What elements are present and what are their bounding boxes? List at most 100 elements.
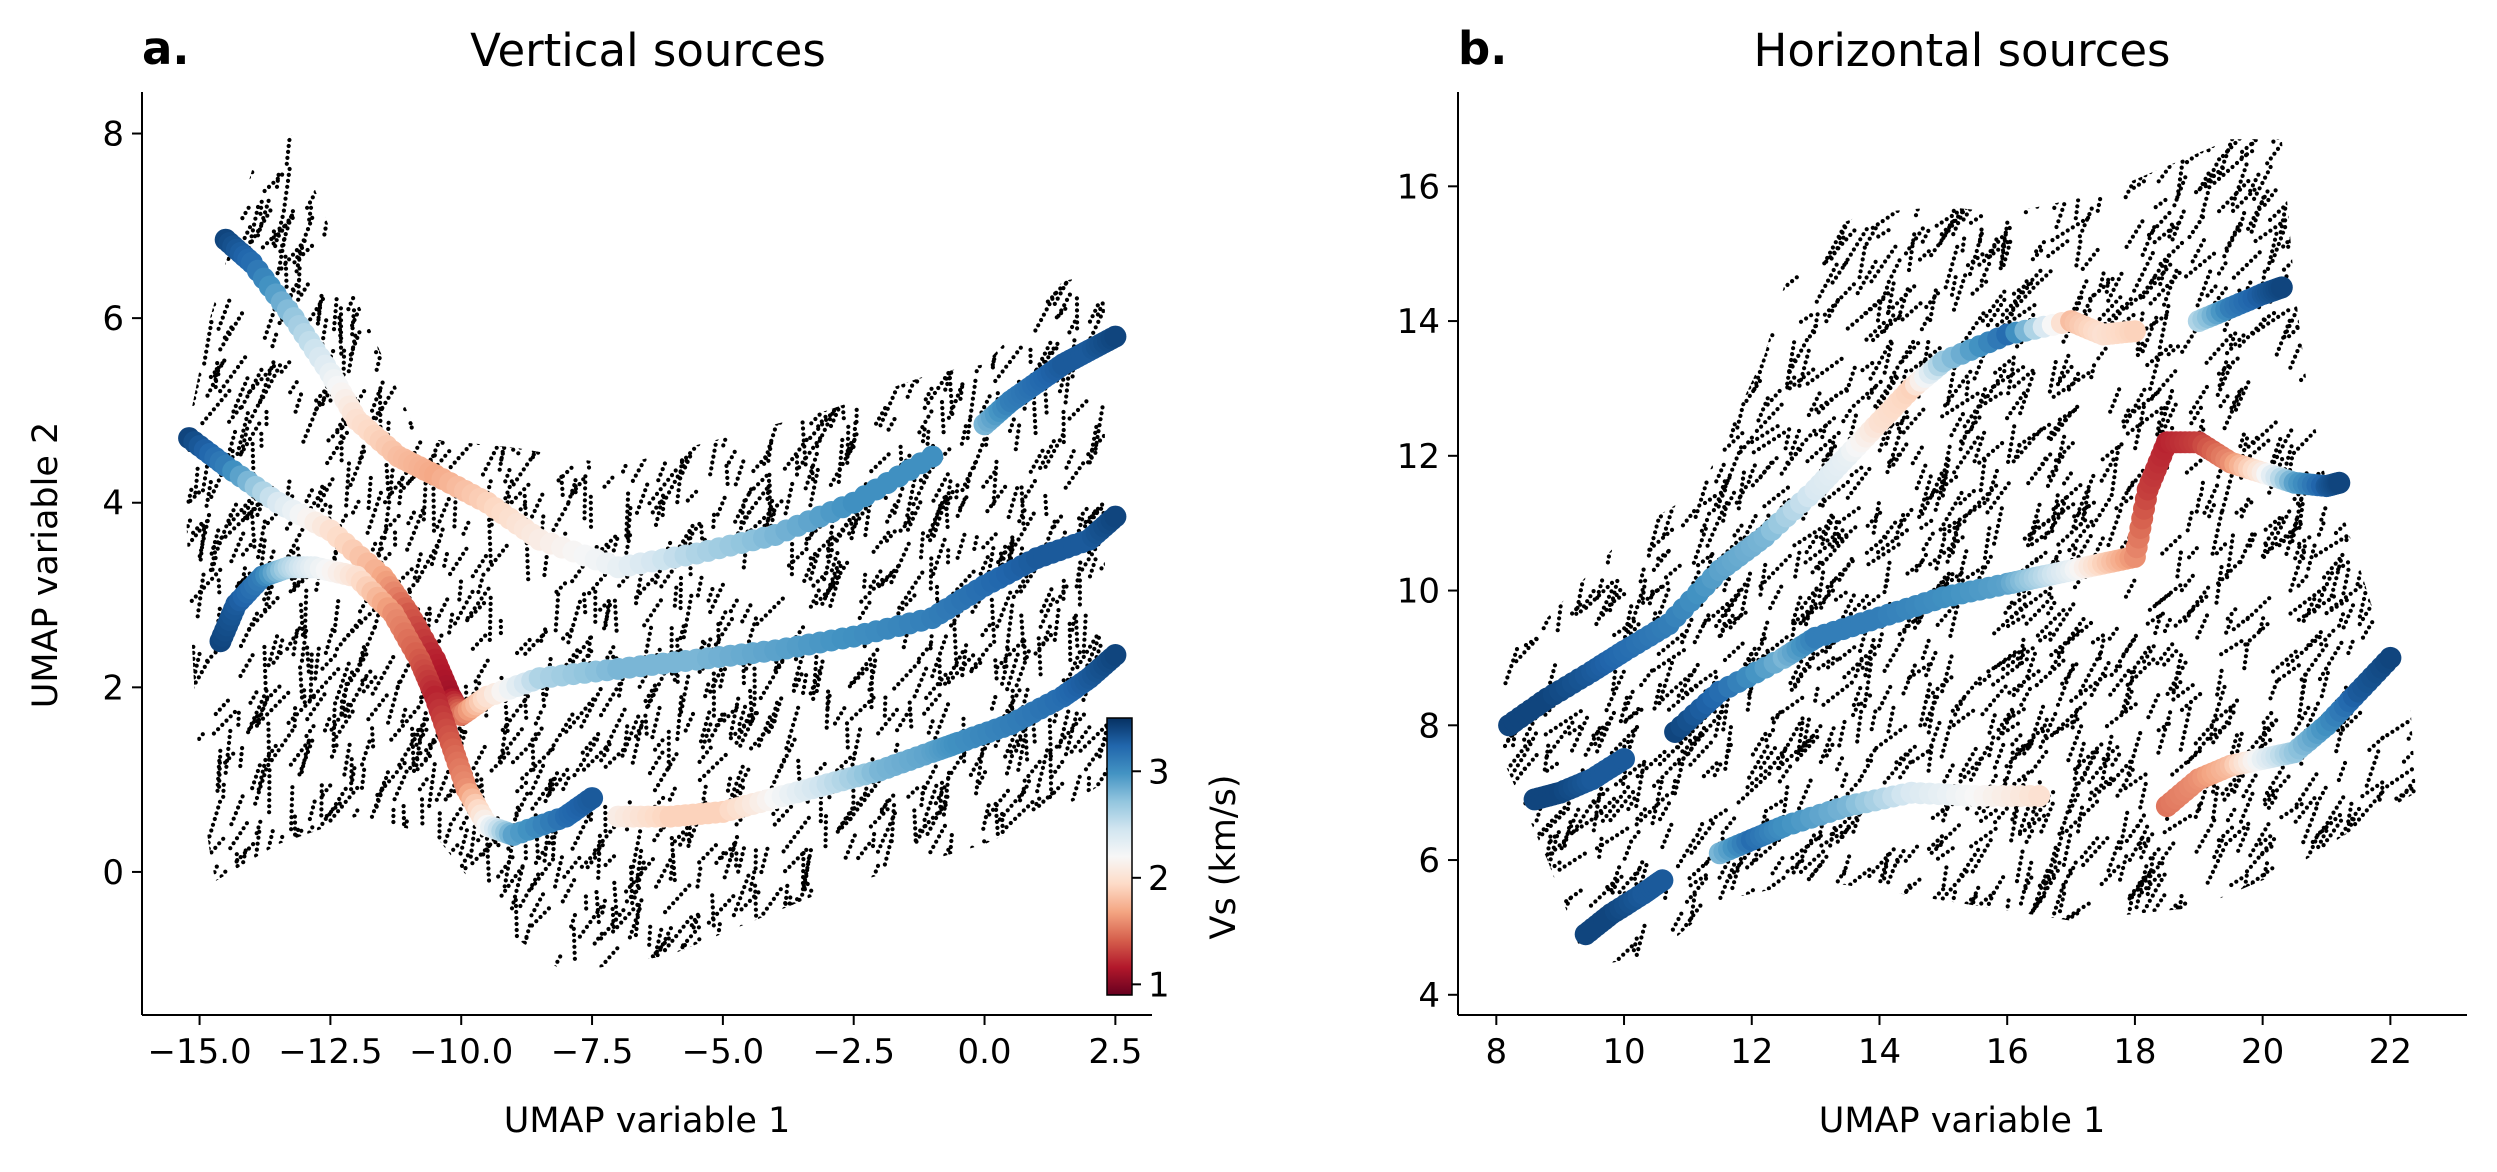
- background-point: [850, 958, 855, 964]
- background-point: [292, 851, 297, 856]
- background-point: [687, 133, 692, 135]
- background-point: [805, 190, 810, 195]
- background-point: [855, 270, 860, 275]
- background-point: [1088, 203, 1094, 208]
- background-point: [1078, 659, 1083, 665]
- background-point: [264, 415, 269, 421]
- background-point: [452, 427, 457, 432]
- background-point: [933, 697, 938, 702]
- background-point: [570, 271, 575, 276]
- background-point: [985, 882, 990, 887]
- background-point: [827, 417, 833, 422]
- background-point: [554, 427, 559, 432]
- background-point: [698, 135, 703, 140]
- background-point: [749, 182, 754, 187]
- background-point: [968, 886, 973, 891]
- background-point: [1089, 552, 1094, 557]
- background-point: [1045, 914, 1050, 919]
- background-point: [771, 811, 776, 817]
- background-point: [758, 140, 764, 146]
- background-point: [726, 341, 731, 347]
- background-point: [1046, 886, 1051, 891]
- background-point: [968, 292, 973, 297]
- background-point: [346, 748, 351, 753]
- background-point: [577, 934, 583, 939]
- background-point: [1002, 933, 1007, 938]
- background-point: [967, 304, 972, 309]
- background-point: [954, 871, 959, 876]
- background-point: [268, 318, 273, 323]
- background-point: [453, 874, 459, 879]
- background-point: [830, 524, 835, 529]
- background-point: [1048, 602, 1053, 608]
- background-point: [280, 834, 285, 840]
- background-point: [454, 950, 459, 955]
- background-point: [544, 161, 550, 166]
- background-point: [1094, 910, 1099, 915]
- background-point: [670, 241, 675, 246]
- background-point: [770, 141, 775, 146]
- background-point: [266, 745, 271, 750]
- background-point: [199, 670, 204, 675]
- background-point: [1071, 825, 1076, 830]
- background-point: [786, 124, 790, 128]
- background-point: [971, 653, 976, 658]
- background-point: [759, 617, 764, 622]
- background-point: [818, 230, 823, 235]
- background-point: [227, 734, 232, 740]
- background-point: [293, 845, 298, 851]
- background-point: [455, 812, 460, 817]
- background-point: [228, 714, 233, 719]
- background-point: [492, 133, 497, 137]
- background-point: [820, 433, 825, 438]
- background-point: [685, 938, 690, 944]
- background-point: [809, 338, 814, 344]
- background-point: [1072, 319, 1077, 324]
- background-point: [900, 486, 905, 491]
- background-point: [561, 786, 566, 792]
- background-point: [591, 337, 596, 342]
- background-point: [721, 443, 726, 448]
- background-point: [608, 190, 613, 195]
- background-point: [699, 185, 704, 190]
- background-point: [710, 905, 715, 910]
- background-point: [295, 546, 300, 551]
- background-point: [634, 437, 639, 442]
- background-point: [554, 878, 559, 883]
- background-point: [410, 744, 415, 750]
- background-point: [234, 912, 239, 917]
- background-point: [706, 643, 711, 648]
- background-point: [659, 874, 664, 879]
- background-point: [958, 362, 963, 367]
- background-point: [447, 852, 452, 857]
- background-point: [572, 913, 578, 918]
- background-point: [554, 622, 559, 627]
- background-point: [303, 600, 308, 605]
- background-point: [509, 122, 513, 126]
- background-point: [706, 598, 711, 603]
- background-point: [624, 135, 629, 141]
- background-point: [681, 955, 686, 960]
- background-point: [917, 834, 922, 839]
- background-point: [237, 128, 241, 132]
- background-point: [1005, 252, 1010, 258]
- background-point: [434, 910, 440, 915]
- background-point: [720, 260, 725, 265]
- background-point: [442, 231, 447, 236]
- background-point: [716, 421, 721, 426]
- background-point: [315, 581, 320, 587]
- background-point: [343, 167, 348, 172]
- background-point: [883, 890, 888, 895]
- background-point: [798, 176, 803, 181]
- background-point: [824, 570, 829, 576]
- background-point: [740, 135, 745, 140]
- background-point: [626, 412, 631, 417]
- background-point: [953, 399, 958, 404]
- background-point: [657, 231, 663, 236]
- background-point: [922, 137, 927, 142]
- background-point: [835, 381, 840, 386]
- background-point: [993, 743, 998, 749]
- background-point: [260, 556, 265, 561]
- background-point: [474, 256, 479, 261]
